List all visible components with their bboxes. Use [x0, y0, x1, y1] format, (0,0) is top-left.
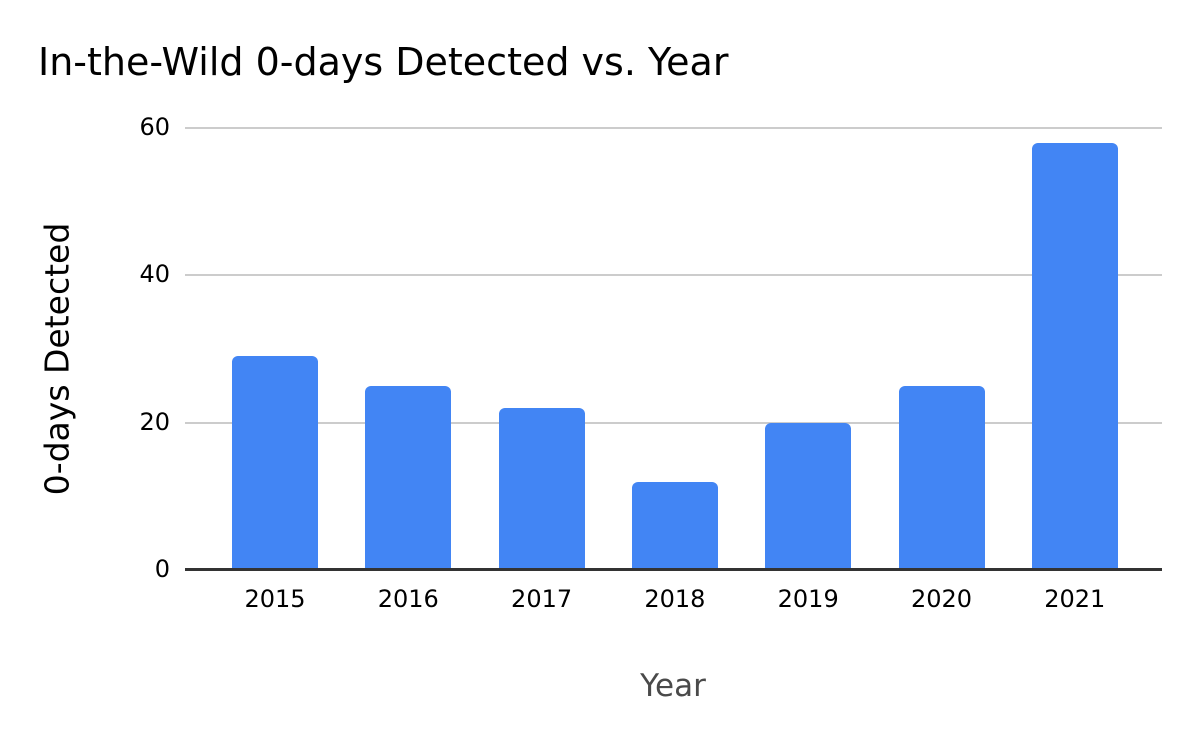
y-tick-label-0: 0 — [154, 555, 170, 583]
x-tick-label-2020: 2020 — [910, 585, 973, 613]
x-axis-line — [185, 568, 1162, 571]
bar-2016 — [365, 385, 452, 570]
bar-2018 — [631, 481, 718, 570]
y-axis-title: 0-days Detected — [37, 222, 77, 496]
gridline-60 — [185, 127, 1162, 129]
x-tick-label-2018: 2018 — [644, 585, 706, 613]
bar-2019 — [765, 422, 852, 570]
x-tick-label-2016: 2016 — [377, 585, 439, 613]
bar-2021 — [1031, 142, 1118, 570]
x-tick-label-2021: 2021 — [1044, 585, 1106, 613]
x-axis-title: Year — [640, 668, 706, 704]
gridline-20 — [185, 421, 1162, 424]
y-tick-label-60: 60 — [139, 113, 170, 141]
bar-2015 — [232, 356, 318, 570]
y-tick-label-20: 20 — [139, 407, 170, 436]
x-tick-label-2017: 2017 — [511, 585, 573, 613]
gridline-40 — [185, 274, 1162, 277]
y-tick-label-40: 40 — [139, 260, 170, 289]
x-tick-label-2015: 2015 — [244, 585, 306, 613]
bar-2020 — [898, 385, 985, 570]
chart-title: In-the-Wild 0-days Detected vs. Year — [38, 40, 729, 84]
plot-area: 0 20 40 60 2015 2016 2017 2018 2019 2020 2021 — [139, 114, 1162, 612]
bar-2017 — [498, 407, 585, 570]
x-tick-label-2019: 2019 — [777, 585, 839, 613]
